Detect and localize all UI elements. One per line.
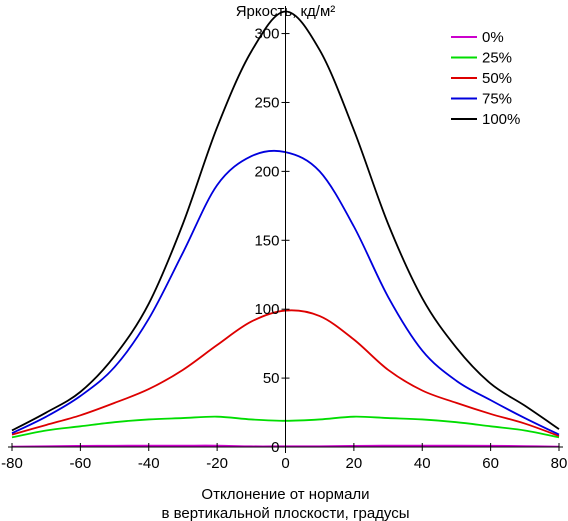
x-tick-label: -80 <box>1 455 23 472</box>
x-tick-label: 20 <box>346 455 363 472</box>
y-tick-label: 300 <box>254 26 279 43</box>
y-tick-label: 250 <box>254 94 279 111</box>
axes-layer: -80 -60 -40 -20 0 20 40 60 80 0 50 100 150 200 250 300 Я… <box>1 3 567 521</box>
y-tick-label: 0 <box>271 439 279 456</box>
x-tick-label: 60 <box>482 455 499 472</box>
x-tick-label: 40 <box>414 455 431 472</box>
x-tick-label: 0 <box>281 455 289 472</box>
y-tick-label: 150 <box>254 232 279 249</box>
y-axis-label: Яркость, кд/м² <box>236 3 336 20</box>
y-tick-label: 200 <box>254 163 279 180</box>
x-axis-label-line-1: Отклонение от нормали <box>201 486 369 503</box>
y-tick-label: 50 <box>263 370 280 387</box>
y-tick-label: 100 <box>254 301 279 318</box>
x-tick-label: -40 <box>138 455 160 472</box>
legend-label: 0% <box>482 29 504 46</box>
x-axis-label-line-2: в вертикальной плоскости, градусы <box>161 505 409 521</box>
legend: 0% 25% 50% 75% 100% <box>451 29 520 128</box>
x-tick-label: -20 <box>206 455 228 472</box>
x-tick-label: -60 <box>70 455 92 472</box>
legend-label: 25% <box>482 50 512 67</box>
legend-label: 50% <box>482 70 512 87</box>
x-tick-label: 80 <box>551 455 568 472</box>
legend-label: 75% <box>482 91 512 108</box>
legend-label: 100% <box>482 111 520 128</box>
